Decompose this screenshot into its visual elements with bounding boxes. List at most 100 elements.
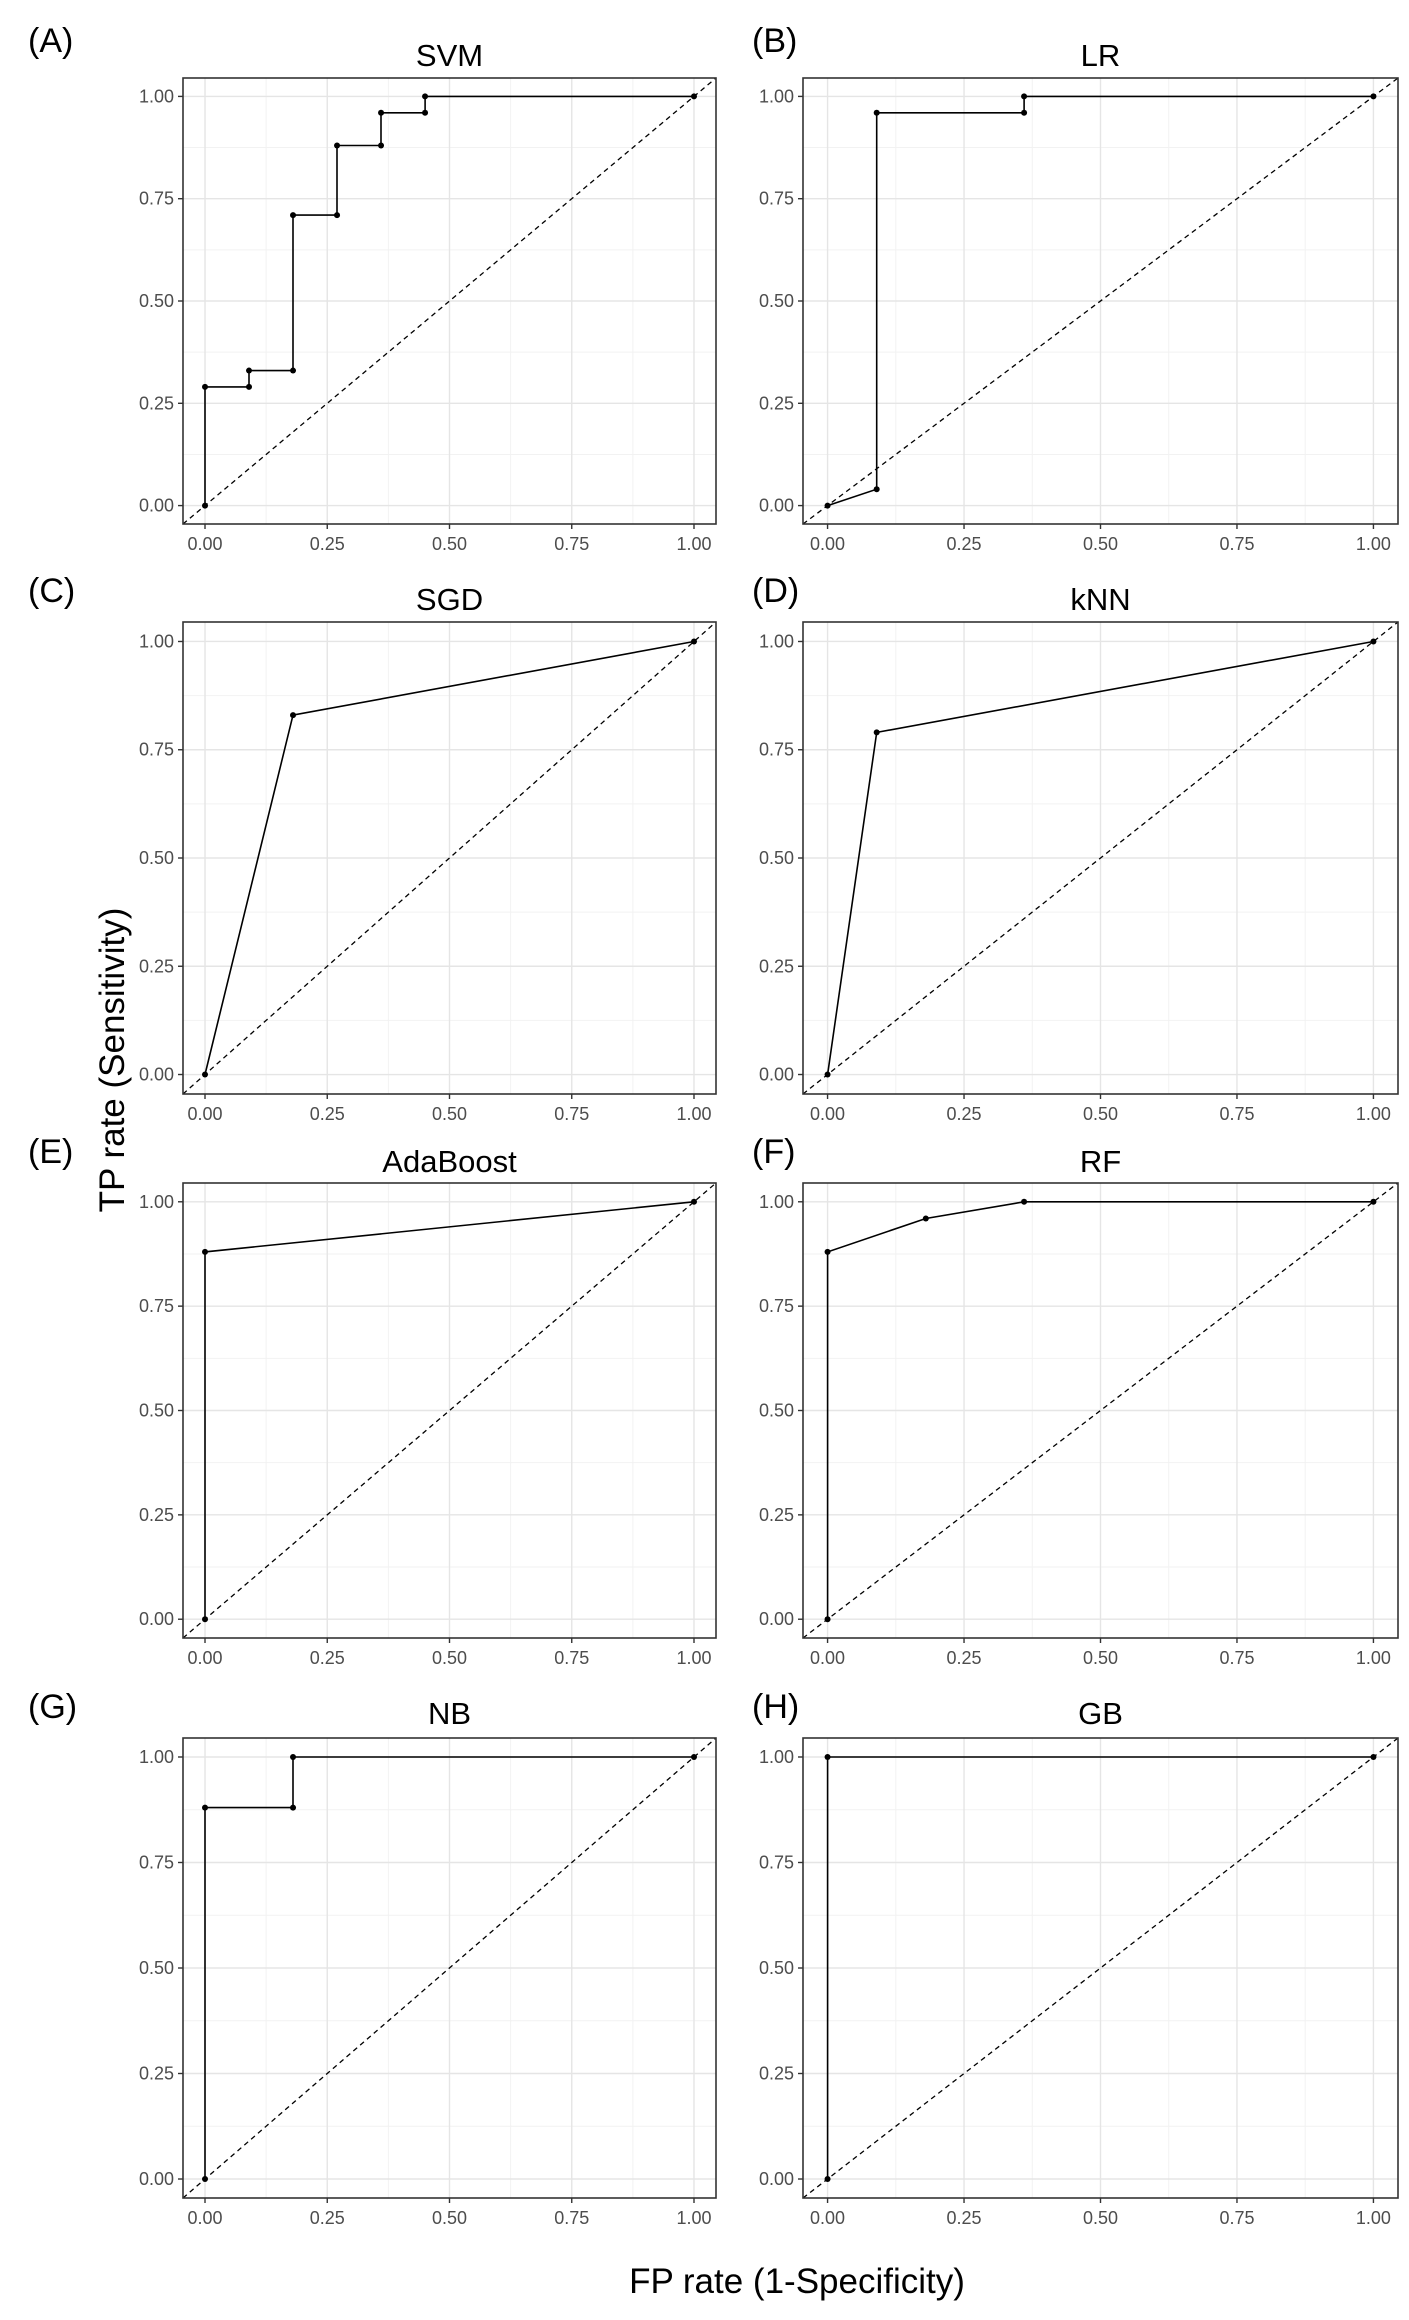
roc-point: [1021, 109, 1028, 116]
panel-title: SGD: [416, 582, 483, 617]
x-tick-label: 0.50: [1083, 534, 1118, 554]
x-tick-label: 0.50: [432, 534, 467, 554]
y-tick-label: 0.50: [139, 291, 174, 311]
roc-point: [873, 729, 880, 736]
y-tick-label: 1.00: [139, 86, 174, 106]
y-tick-label: 1.00: [139, 1192, 174, 1212]
x-tick-label: 1.00: [1356, 534, 1391, 554]
roc-point: [824, 2176, 831, 2183]
x-tick-label: 0.25: [947, 1648, 982, 1668]
x-tick-label: 0.25: [310, 1648, 345, 1668]
roc-point: [202, 502, 209, 509]
roc-point: [824, 1753, 831, 1760]
y-tick-label: 0.00: [139, 2169, 174, 2189]
roc-panel-rf: (F) RF 0.00 0.25 0.50 0.75 1.00 0.00 0.25 0.50 0.7…: [752, 1133, 1399, 1668]
roc-point: [1370, 93, 1377, 100]
panel-label: (G): [28, 1688, 77, 1726]
x-tick-label: 0.75: [1219, 1648, 1254, 1668]
x-tick-label: 0.50: [432, 1104, 467, 1124]
roc-point: [824, 1616, 831, 1623]
x-tick-label: 1.00: [676, 2208, 711, 2228]
x-tick-label: 1.00: [676, 1648, 711, 1668]
roc-panel-gb: (H) GB 0.00 0.25 0.50 0.75 1.00 0.00 0.25 0.50 0.7…: [752, 1688, 1399, 2228]
y-tick-label: 0.50: [759, 848, 794, 868]
reference-diagonal-line: [802, 621, 1399, 1095]
panel-label: (A): [28, 22, 73, 60]
panel-label: (C): [28, 572, 75, 610]
x-axis-title: FP rate (1-Specificity): [629, 2262, 965, 2301]
y-tick-label: 1.00: [139, 631, 174, 651]
roc-point: [824, 1071, 831, 1078]
roc-point: [873, 486, 880, 493]
y-tick-label: 1.00: [139, 1747, 174, 1767]
roc-panel-adaboost: (E) AdaBoost 0.00 0.25 0.50 0.75 1.00 0.00 0.25 0…: [28, 1133, 717, 1668]
x-tick-label: 0.25: [947, 534, 982, 554]
panel-title: kNN: [1070, 582, 1130, 617]
x-tick-label: 1.00: [1356, 2208, 1391, 2228]
x-tick-label: 0.00: [187, 534, 222, 554]
x-tick-label: 0.00: [187, 1648, 222, 1668]
panel-title: NB: [428, 1696, 471, 1731]
y-tick-label: 0.75: [139, 740, 174, 760]
panel-label: (H): [752, 1688, 799, 1726]
x-tick-label: 0.00: [187, 1104, 222, 1124]
x-tick-label: 0.00: [810, 1648, 845, 1668]
x-tick-label: 0.25: [310, 1104, 345, 1124]
roc-point: [290, 1804, 297, 1811]
x-tick-label: 0.00: [810, 1104, 845, 1124]
roc-point: [334, 142, 341, 149]
y-tick-label: 0.50: [759, 1958, 794, 1978]
y-axis-title: TP rate (Sensitivity): [93, 908, 132, 1213]
x-tick-label: 0.25: [310, 2208, 345, 2228]
panel-label: (D): [752, 572, 799, 610]
y-tick-label: 0.50: [759, 291, 794, 311]
y-tick-label: 0.25: [759, 2064, 794, 2084]
reference-diagonal-line: [802, 1182, 1399, 1639]
panel-title: AdaBoost: [382, 1144, 517, 1179]
reference-diagonal-line: [182, 1737, 717, 2199]
y-tick-label: 0.00: [759, 496, 794, 516]
reference-diagonal-line: [182, 77, 717, 525]
roc-point: [378, 109, 385, 116]
roc-point: [690, 1753, 697, 1760]
x-tick-label: 0.50: [432, 2208, 467, 2228]
roc-point: [922, 1215, 929, 1222]
y-tick-label: 0.75: [139, 1296, 174, 1316]
panel-label: (B): [752, 22, 797, 60]
roc-point: [334, 212, 341, 219]
y-tick-label: 0.00: [139, 1065, 174, 1085]
roc-panel-lr: (B) LR 0.00 0.25 0.50 0.75 1.00 0.00 0.25 0.50 0.7…: [752, 22, 1399, 554]
x-tick-label: 0.75: [554, 1648, 589, 1668]
panel-title: SVM: [416, 38, 483, 73]
y-tick-label: 1.00: [759, 1747, 794, 1767]
x-tick-label: 0.50: [432, 1648, 467, 1668]
roc-panel-nb: (G) NB 0.00 0.25 0.50 0.75 1.00 0.00 0.25 0.50 0.7…: [28, 1688, 717, 2228]
y-tick-label: 0.00: [759, 1065, 794, 1085]
y-tick-label: 1.00: [759, 1192, 794, 1212]
roc-point: [202, 1616, 209, 1623]
y-tick-label: 0.25: [759, 1505, 794, 1525]
roc-point: [422, 93, 429, 100]
x-tick-label: 0.25: [947, 2208, 982, 2228]
roc-point: [690, 93, 697, 100]
roc-point: [202, 1804, 209, 1811]
roc-point: [378, 142, 385, 149]
x-tick-label: 0.00: [810, 2208, 845, 2228]
reference-diagonal-line: [802, 77, 1399, 525]
y-tick-label: 0.50: [139, 848, 174, 868]
roc-point: [1370, 1753, 1377, 1760]
roc-point: [290, 1753, 297, 1760]
roc-point: [690, 638, 697, 645]
roc-panel-sgd: (C) SGD 0.00 0.25 0.50 0.75 1.00 0.00 0.25 0.50 0.…: [28, 572, 717, 1124]
roc-point: [422, 109, 429, 116]
reference-diagonal-line: [182, 621, 717, 1095]
y-tick-label: 0.75: [759, 740, 794, 760]
roc-panel-knn: (D) kNN 0.00 0.25 0.50 0.75 1.00 0.00 0.25 0.50 0.…: [752, 572, 1399, 1124]
x-tick-label: 0.75: [1219, 2208, 1254, 2228]
y-tick-label: 0.00: [139, 1609, 174, 1629]
x-tick-label: 0.25: [947, 1104, 982, 1124]
x-tick-label: 0.75: [554, 1104, 589, 1124]
roc-point: [873, 109, 880, 116]
x-tick-label: 0.50: [1083, 2208, 1118, 2228]
